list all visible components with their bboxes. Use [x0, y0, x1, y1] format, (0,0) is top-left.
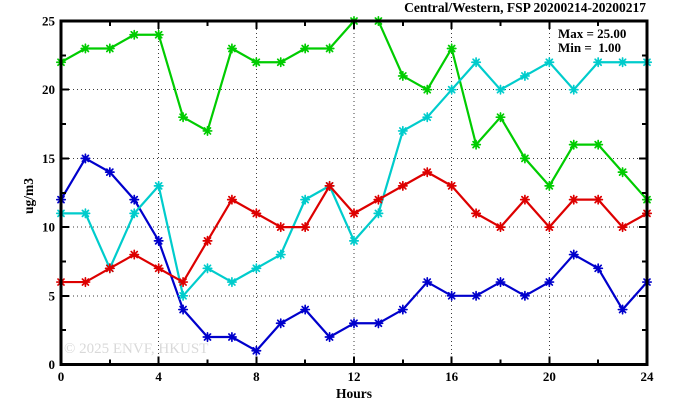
x-axis-label: Hours [336, 386, 372, 401]
chart-title: Central/Western, FSP 20200214-20200217 [404, 0, 646, 15]
y-tick-label-10: 10 [42, 220, 55, 235]
y-axis-label: ug/m3 [21, 178, 36, 214]
series-blue-line [55, 153, 653, 356]
y-tick-label-15: 15 [42, 151, 56, 166]
x-tick-label-4: 4 [155, 369, 162, 384]
y-tick-label-5: 5 [49, 288, 56, 303]
x-tick-label-16: 16 [445, 369, 459, 384]
plot-area: 0 4 8 12 16 20 24 0 5 10 15 20 25 [42, 14, 654, 385]
cyan-line-markers [55, 57, 653, 301]
legend-max-value: Max = 25.00 [558, 26, 626, 41]
x-tick-label-20: 20 [543, 369, 556, 384]
x-tick-label-0: 0 [58, 369, 65, 384]
x-tick-label-8: 8 [253, 369, 260, 384]
y-tick-label-0: 0 [49, 357, 56, 372]
series-cyan-line [55, 57, 653, 301]
x-tick-label-24: 24 [641, 369, 655, 384]
x-tick-label-12: 12 [348, 369, 361, 384]
blue-line-markers [55, 153, 653, 356]
legend-min-value: Min = 1.00 [558, 40, 621, 55]
y-tick-label-25: 25 [42, 14, 56, 29]
y-tick-label-20: 20 [42, 82, 55, 97]
watermark: © 2025 ENVF, HKUST [64, 341, 208, 357]
